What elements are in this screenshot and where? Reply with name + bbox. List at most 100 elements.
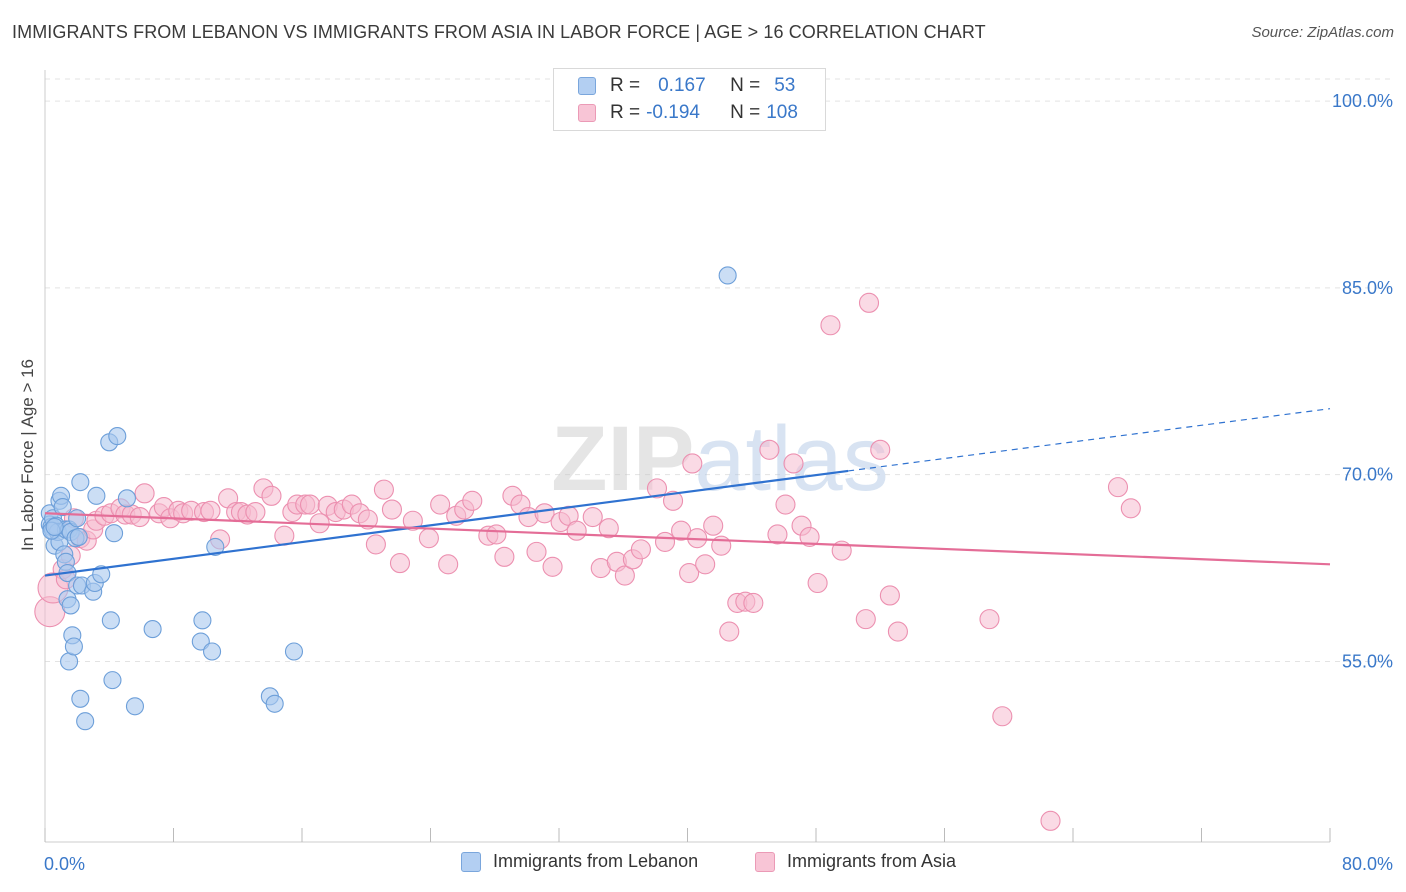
lebanon-point (143, 620, 162, 639)
asia-point (582, 506, 603, 528)
asia-point (979, 609, 1000, 630)
x-tick-label: 80.0% (1342, 854, 1393, 874)
lebanon-point (76, 712, 95, 731)
asia-point (654, 531, 676, 552)
asia-point (992, 706, 1013, 727)
lebanon-point (92, 565, 111, 584)
asia-point (134, 483, 155, 504)
legend-row-asia: R = -0.194 N = 108 (578, 101, 798, 125)
r-label: R = (610, 75, 641, 96)
asia-point (389, 553, 411, 574)
lebanon-point (103, 671, 122, 690)
tick-labels: 55.0% 70.0% 85.0% 100.0% 0.0% 80.0% (44, 91, 1393, 874)
asia-r-value: -0.194 (646, 102, 700, 123)
asia-point (887, 621, 908, 642)
lebanon-point (108, 427, 127, 446)
y-tick-label: 85.0% (1342, 278, 1393, 298)
asia-legend-swatch (755, 851, 775, 872)
lebanon-point (71, 689, 90, 708)
lebanon-trend-line (44, 469, 849, 577)
asia-point (662, 490, 684, 511)
asia-point (695, 554, 716, 575)
lebanon-point (101, 611, 120, 630)
lebanon-point (53, 498, 72, 517)
r-label: R = (610, 102, 641, 123)
x-tick-label: 0.0% (44, 854, 85, 874)
correlation-legend: R = 0.167 N = 53 R = -0.194 N = 108 (553, 68, 826, 131)
lebanon-points (40, 266, 737, 731)
asia-point (357, 509, 378, 530)
asia-point (783, 453, 804, 474)
asia-point (462, 490, 483, 511)
asia-point (614, 565, 635, 586)
lebanon-legend-swatch (461, 851, 481, 872)
asia-point (274, 525, 295, 546)
asia-point (646, 478, 668, 499)
legend-item-asia: Immigrants from Asia (755, 851, 956, 872)
asia-point (430, 494, 451, 515)
asia-point (542, 556, 563, 577)
legend-row-lebanon: R = 0.167 N = 53 (578, 74, 795, 98)
asia-point (245, 501, 266, 523)
n-label: N = (730, 102, 761, 123)
asia-point (630, 539, 651, 560)
asia-point (775, 494, 796, 515)
asia-point (261, 485, 282, 506)
asia-point (418, 528, 439, 549)
asia-swatch (578, 104, 596, 122)
lebanon-point (193, 611, 212, 630)
lebanon-point (64, 637, 83, 656)
lebanon-r-value: 0.167 (658, 75, 706, 96)
asia-point (855, 609, 876, 630)
y-tick-label: 100.0% (1332, 91, 1393, 111)
asia-point (703, 515, 724, 536)
asia-point (1107, 477, 1129, 498)
lebanon-point (87, 486, 106, 505)
asia-point (534, 503, 555, 524)
lebanon-point (61, 596, 80, 615)
lebanon-point (117, 489, 136, 508)
lebanon-swatch (578, 77, 596, 95)
asia-point (365, 534, 386, 555)
lebanon-trend-extension (848, 408, 1331, 472)
asia-point (682, 453, 703, 474)
lebanon-n-value: 53 (774, 75, 796, 96)
lebanon-point (125, 697, 144, 716)
asia-point (767, 524, 788, 545)
asia-point (402, 510, 423, 531)
asia-point (438, 554, 459, 575)
asia-point (759, 439, 780, 460)
lebanon-point (206, 537, 225, 556)
n-label: N = (730, 75, 761, 96)
asia-point (879, 585, 900, 606)
asia-points (34, 292, 1141, 831)
lebanon-point (45, 517, 64, 537)
asia-point (526, 541, 547, 562)
asia-point (870, 439, 891, 460)
lebanon-point (68, 509, 87, 528)
legend-item-lebanon: Immigrants from Lebanon (461, 851, 698, 872)
asia-point (1120, 498, 1141, 519)
asia-point (598, 518, 619, 539)
lebanon-point (718, 266, 737, 285)
asia-point (743, 592, 764, 613)
lebanon-point (60, 652, 79, 671)
asia-point (299, 494, 321, 515)
watermark: ZIPatlas (551, 408, 888, 510)
asia-point (381, 499, 403, 520)
axes (44, 70, 1331, 843)
asia-point (858, 292, 880, 313)
asia-point (1040, 810, 1061, 831)
asia-trend-line (44, 512, 1331, 566)
y-tick-label: 70.0% (1342, 465, 1393, 485)
asia-point (486, 524, 507, 545)
asia-legend-label: Immigrants from Asia (787, 851, 957, 871)
lebanon-point (69, 527, 88, 546)
lebanon-point (105, 524, 124, 543)
chart-title: IMMIGRANTS FROM LEBANON VS IMMIGRANTS FR… (12, 22, 986, 42)
lebanon-point (71, 473, 90, 492)
grid-lines (45, 78, 1393, 662)
asia-point (807, 572, 828, 594)
y-tick-label: 55.0% (1342, 651, 1393, 671)
